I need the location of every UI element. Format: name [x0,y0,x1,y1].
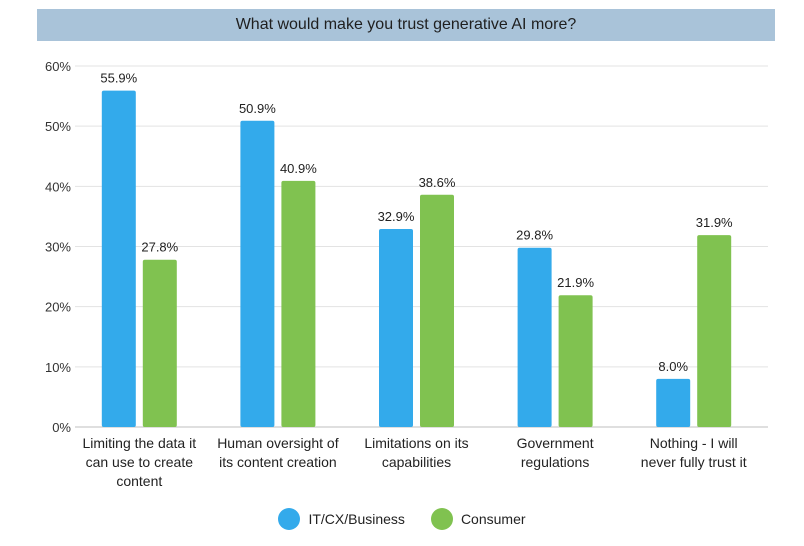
data-label: 27.8% [141,240,178,255]
bar [379,229,413,427]
legend: IT/CX/Business Consumer [0,508,804,530]
bar [240,120,275,428]
data-label: 40.9% [280,161,317,176]
bar-chart: 0% 10% 20% 30% 40% 50% 60% 55.9% 27.8% Limiting t… [45,59,768,489]
x-tick-label: regulations [521,454,590,470]
y-tick-label: 20% [45,300,71,315]
x-tick-label: Government [517,435,594,451]
data-label: 29.8% [516,228,553,243]
data-label: 21.9% [557,275,594,290]
legend-label-consumer: Consumer [460,511,526,527]
data-label: 31.9% [696,215,733,230]
data-label: 55.9% [100,71,137,86]
bar [558,295,593,427]
y-tick-label: 30% [45,240,71,255]
x-tick-label: can use to create [86,454,194,470]
x-tick-label: content [116,473,162,489]
y-tick-label: 50% [45,119,71,134]
x-tick-label: Human oversight of [217,435,339,451]
legend-swatch-consumer [430,508,453,530]
bar [656,378,691,427]
bar [101,90,136,427]
bar [142,259,177,427]
data-label: 50.9% [239,101,276,116]
bar [281,180,316,427]
bar [517,247,552,427]
x-tick-label: Limiting the data it [82,435,196,451]
chart-title-bar: What would make you trust generative AI … [37,9,775,41]
x-tick-label: Nothing - I will [650,435,738,451]
legend-item-consumer: Consumer [430,508,526,530]
x-tick-label: Limitations on its [364,435,468,451]
data-label: 38.6% [419,175,456,190]
y-tick-label: 60% [45,59,71,74]
bar [697,235,732,427]
legend-item-it-cx-business: IT/CX/Business [278,508,405,530]
y-tick-label: 40% [45,179,71,194]
x-tick-label: its content creation [219,454,337,470]
x-tick-label: capabilities [382,454,451,470]
data-label: 32.9% [378,209,415,224]
x-tick-label: never fully trust it [641,454,747,470]
legend-swatch-it-cx-business [278,508,301,530]
y-tick-label: 10% [45,360,71,375]
chart-title: What would make you trust generative AI … [235,16,577,33]
bar [420,194,454,427]
y-tick-label: 0% [52,420,71,435]
legend-label-it-cx-business: IT/CX/Business [308,511,405,527]
data-label: 8.0% [658,359,688,374]
